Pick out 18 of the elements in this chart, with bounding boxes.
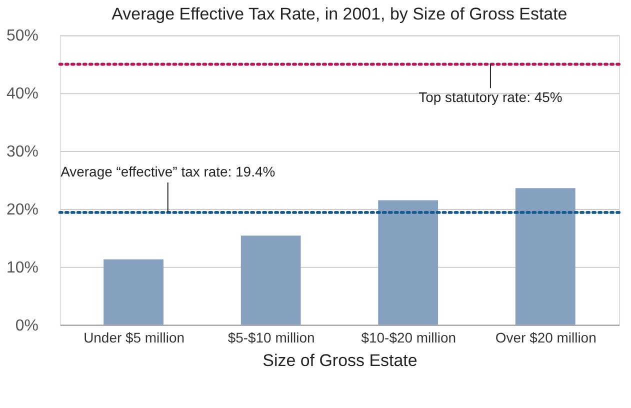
- bar: [104, 259, 164, 325]
- x-axis-title: Size of Gross Estate: [262, 351, 418, 370]
- x-tick-label: Over $20 million: [495, 329, 596, 346]
- x-tick-label: $5-$10 million: [228, 329, 315, 346]
- x-tick-label: Under $5 million: [84, 329, 185, 346]
- chart-title: Average Effective Tax Rate, in 2001, by Size of Gross Estate: [112, 4, 568, 24]
- x-tick-label: $10-$20 million: [361, 329, 456, 346]
- bar: [515, 188, 576, 325]
- y-tick-label: 20%: [6, 201, 38, 218]
- bar: [378, 200, 438, 325]
- y-tick-label: 50%: [6, 28, 38, 45]
- ref-line-label: Average “effective” tax rate: 19.4%: [60, 163, 276, 180]
- y-tick-label: 0%: [15, 317, 38, 334]
- ref-line-label: Top statutory rate: 45%: [418, 89, 562, 106]
- y-tick-label: 40%: [6, 86, 38, 103]
- y-tick-label: 10%: [6, 259, 38, 276]
- bar: [240, 236, 301, 325]
- y-tick-label: 30%: [6, 144, 38, 161]
